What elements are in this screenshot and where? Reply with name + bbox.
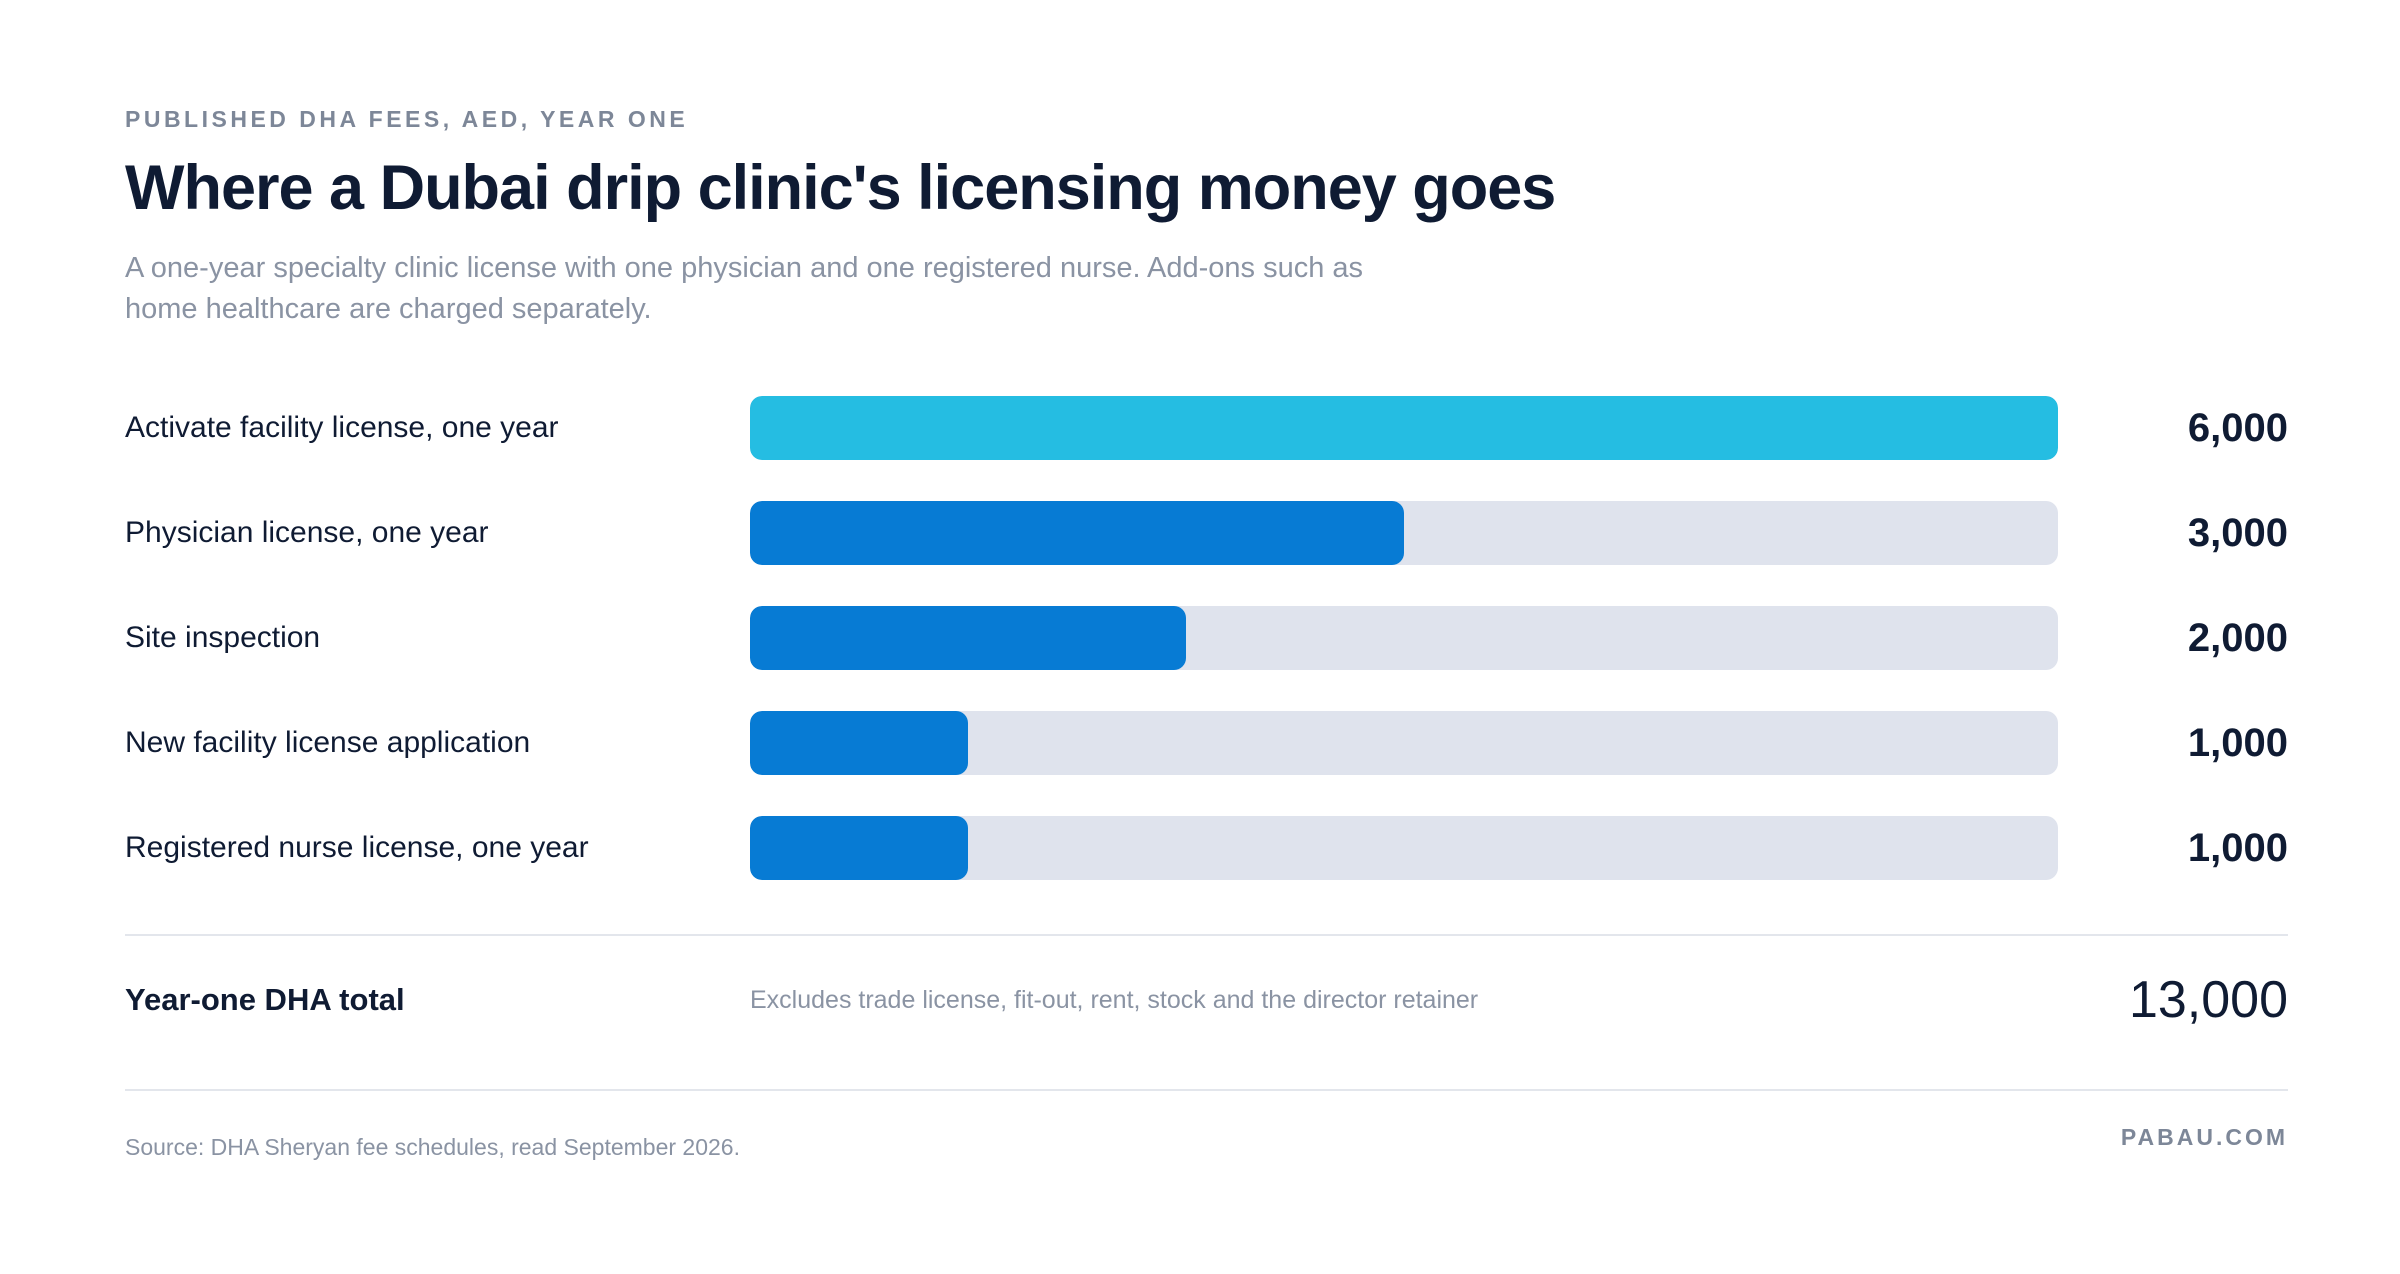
chart-subtitle: A one-year specialty clinic license with…: [125, 252, 1364, 325]
bar-value-label: 3,000: [2187, 511, 2288, 555]
bar-value-label: 2,000: [2187, 616, 2288, 660]
bar-label: Site inspection: [125, 621, 321, 654]
bar-label: Physician license, one year: [125, 516, 489, 549]
bar-label: Registered nurse license, one year: [125, 831, 589, 864]
eyebrow-label: PUBLISHED DHA FEES, AED, YEAR ONE: [125, 106, 689, 132]
bar-track: [750, 606, 2058, 670]
source-note: Source: DHA Sheryan fee schedules, read …: [125, 1134, 740, 1160]
bar-track: [750, 711, 2058, 775]
bar-track: [750, 816, 2058, 880]
divider-bottom: [125, 1089, 2288, 1091]
bar: [750, 606, 1186, 670]
total-note: Excludes trade license, fit-out, rent, s…: [750, 986, 1479, 1014]
chart-title: Where a Dubai drip clinic's licensing mo…: [125, 153, 1556, 223]
total-label: Year-one DHA total: [125, 982, 405, 1017]
bar-label: Activate facility license, one year: [125, 411, 559, 444]
bar: [750, 501, 1404, 565]
bar: [750, 816, 968, 880]
bar-value-label: 1,000: [2187, 826, 2288, 870]
bar: [750, 396, 2058, 460]
bar: [750, 711, 968, 775]
bar-track: [750, 396, 2058, 460]
bar-label: New facility license application: [125, 726, 531, 759]
divider-top: [125, 934, 2288, 936]
total-value: 13,000: [2128, 971, 2288, 1029]
bar-value-label: 6,000: [2187, 406, 2288, 450]
bar-value-label: 1,000: [2187, 721, 2288, 765]
bar-track: [750, 501, 2058, 565]
brand-label: PABAU.COM: [2120, 1124, 2288, 1150]
